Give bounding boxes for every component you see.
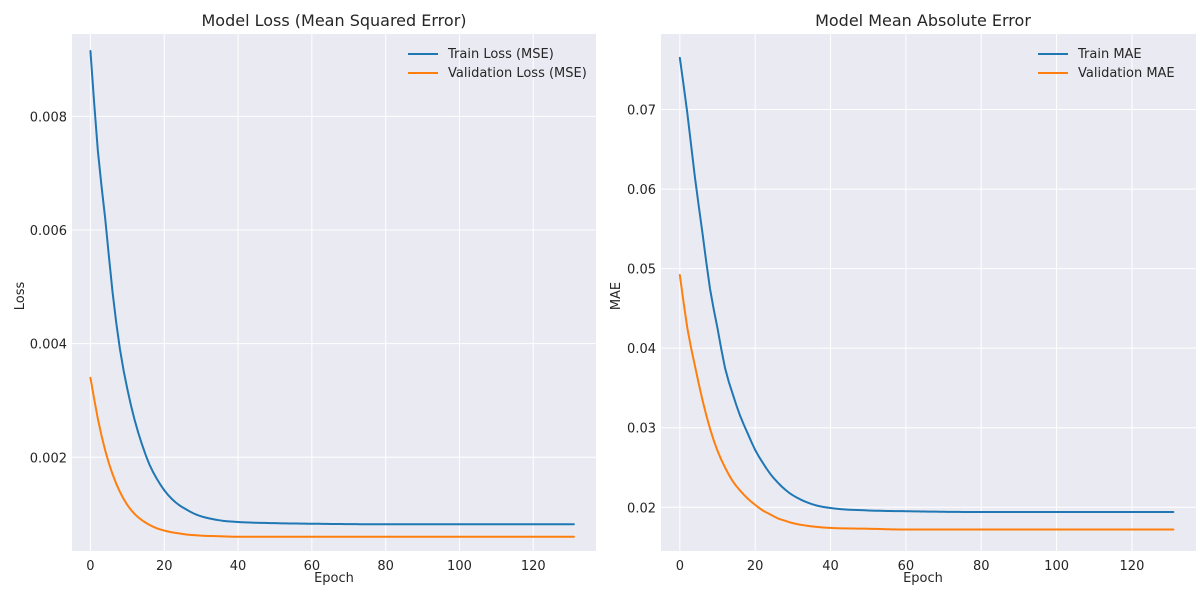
loss-x-tick-label: 40 [230,559,247,574]
mae-y-tick-label: 0.04 [627,342,656,357]
loss-y-tick-label: 0.006 [30,224,67,239]
mae-legend-validation-label: Validation MAE [1078,66,1175,81]
mae-x-tick-label: 120 [1120,559,1145,574]
mae-chart-title: Model Mean Absolute Error [815,11,1031,30]
mae-legend: Train MAE Validation MAE [1038,47,1175,81]
mae-plot-area [661,34,1196,551]
mae-y-tick-label: 0.06 [627,183,656,198]
loss-x-tick-label: 0 [86,559,94,574]
mae-x-tick-label: 60 [898,559,915,574]
loss-x-tick-label: 20 [156,559,173,574]
mae-x-tick-label: 100 [1044,559,1069,574]
mae-y-tick-label: 0.05 [627,263,656,278]
mae-y-axis-label: MAE [609,282,624,310]
mae-x-tick-label: 0 [676,559,684,574]
loss-y-tick-label: 0.008 [30,110,67,125]
mae-x-tick-label: 20 [747,559,764,574]
loss-series [89,50,575,538]
mae-x-axis-label: Epoch [903,571,943,586]
mae-y-tick-label: 0.03 [627,422,656,437]
loss-ticks: 0 20 40 60 80 100 120 0.002 0.004 0.006 0.008 [30,110,546,574]
loss-x-tick-label: 80 [377,559,394,574]
loss-grid [72,34,596,551]
loss-x-tick-label: 120 [521,559,546,574]
loss-chart: 0 20 40 60 80 100 120 0.002 0.004 0.006 0.008 Mode… [13,11,596,586]
mae-train-line [678,56,1175,514]
loss-plot-area [72,34,596,551]
mae-y-tick-label: 0.07 [627,104,656,119]
mae-validation-line [678,274,1175,531]
loss-chart-title: Model Loss (Mean Squared Error) [201,11,466,30]
loss-y-tick-label: 0.004 [30,338,67,353]
loss-legend-validation-label: Validation Loss (MSE) [448,66,587,81]
loss-y-tick-label: 0.002 [30,451,67,466]
mae-x-tick-label: 80 [973,559,990,574]
loss-y-axis-label: Loss [13,282,28,311]
mae-chart: 0 20 40 60 80 100 1200.020.030.040.050.060.07 … [609,11,1196,586]
loss-x-tick-label: 60 [304,559,321,574]
loss-validation-line [89,376,575,538]
loss-x-axis-label: Epoch [314,571,354,586]
loss-legend-train-label: Train Loss (MSE) [447,47,554,62]
mae-grid [661,34,1196,551]
mae-ticks: 0 20 40 60 80 100 120 0.02 0.03 0.04 0.05 0.06 0.07 [627,104,1144,574]
loss-x-tick-label: 100 [447,559,472,574]
loss-train-line [89,50,575,526]
mae-x-tick-label: 40 [822,559,839,574]
loss-legend: Train Loss (MSE) Validation Loss (MSE) [408,47,587,81]
mae-legend-train-label: Train MAE [1077,47,1142,62]
mae-y-tick-label: 0.02 [627,501,656,516]
mae-series [678,56,1175,531]
